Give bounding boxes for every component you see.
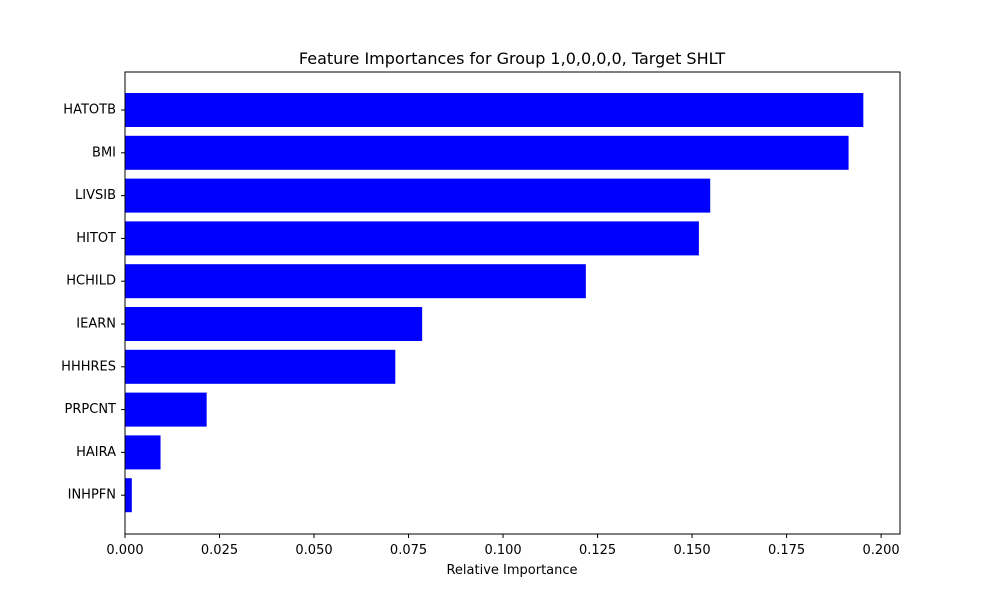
x-tick-label: 0.150 — [673, 543, 710, 558]
bar-hhhres — [125, 349, 396, 384]
x-tick-label: 0.000 — [106, 543, 143, 558]
y-tick-label: HITOT — [76, 231, 116, 246]
y-tick-label: BMI — [92, 145, 116, 160]
bar-prpcnt — [125, 392, 207, 427]
y-axis-ticks: HATOTB BMI LIVSIB HITOT HCHILD IEARN HHHRES PRP… — [61, 103, 125, 503]
bar-hchild — [125, 264, 586, 299]
y-tick-label: HATOTB — [63, 103, 116, 118]
bar-iearn — [125, 307, 423, 341]
bar-hatotb — [125, 93, 864, 127]
bar-haira — [125, 435, 161, 470]
bar-hitot — [125, 221, 699, 256]
x-tick-label: 0.200 — [862, 543, 899, 558]
x-tick-label: 0.075 — [390, 543, 427, 558]
x-axis-ticks: 0.000 0.025 0.050 0.075 0.100 0.125 0.150 0.175… — [106, 534, 900, 558]
y-tick-label: HHHRES — [61, 359, 116, 374]
bar-bmi — [125, 135, 849, 170]
y-tick-label: HAIRA — [76, 445, 116, 460]
y-tick-label: LIVSIB — [75, 188, 116, 203]
bars-layer — [125, 93, 864, 513]
x-axis-title: Relative Importance — [446, 563, 577, 578]
x-tick-label: 0.025 — [201, 543, 238, 558]
x-tick-label: 0.100 — [484, 543, 521, 558]
y-tick-label: INHPFN — [68, 488, 116, 503]
y-tick-label: IEARN — [76, 317, 116, 332]
plot-frame — [124, 71, 901, 535]
y-tick-label: PRPCNT — [65, 402, 117, 417]
y-tick-label: HCHILD — [66, 274, 116, 289]
x-tick-label: 0.175 — [768, 543, 805, 558]
bar-inhpfn — [125, 478, 132, 513]
x-tick-label: 0.125 — [579, 543, 616, 558]
x-tick-label: 0.050 — [295, 543, 332, 558]
chart-title: Feature Importances for Group 1,0,0,0,0,… — [299, 49, 725, 68]
bar-livsib — [125, 178, 711, 213]
